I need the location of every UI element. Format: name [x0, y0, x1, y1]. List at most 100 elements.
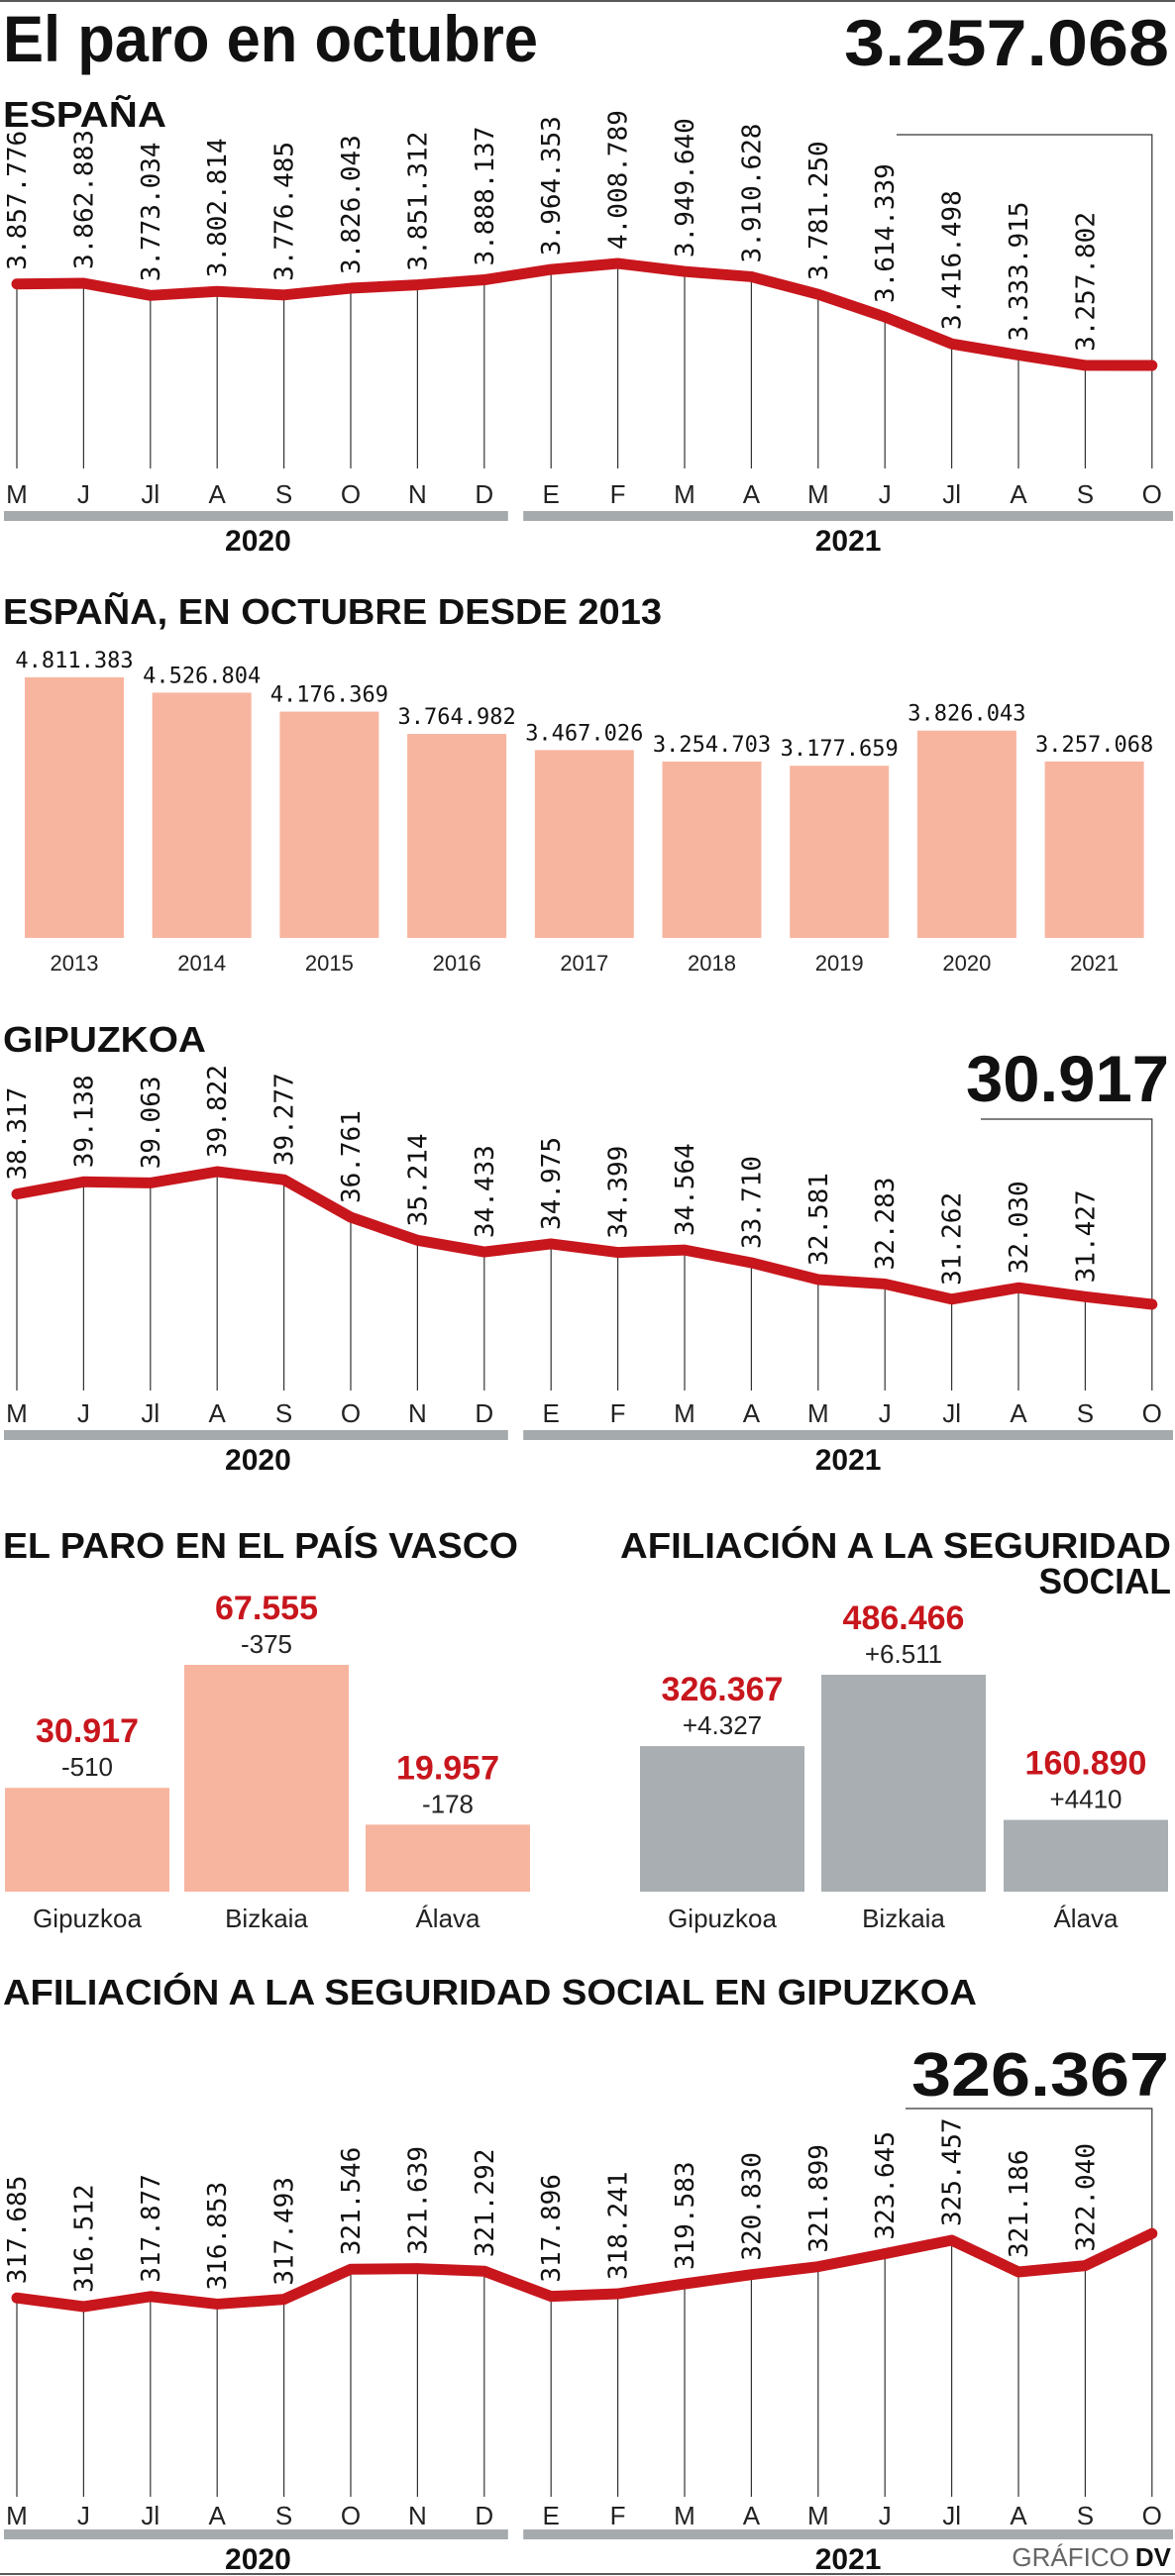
data-label: 319.583 — [671, 2161, 700, 2270]
month-label: J — [77, 479, 90, 509]
series-line — [11, 2227, 1158, 2313]
bar — [407, 734, 507, 938]
data-label: 321.292 — [471, 2149, 500, 2258]
region-change: -375 — [241, 1629, 292, 1659]
bar — [534, 750, 634, 938]
month-label: J — [879, 479, 892, 509]
month-label: S — [275, 1398, 292, 1428]
data-label: 3.964.353 — [537, 116, 567, 256]
chart-title: ESPAÑA, EN OCTUBRE DESDE 2013 — [3, 590, 662, 632]
chart-title: AFILIACIÓN A LA SEGURIDAD SOCIAL EN GIPU… — [3, 1971, 977, 2012]
data-label: 322.040 — [1071, 2143, 1101, 2252]
month-label: S — [1077, 2501, 1094, 2530]
bar-value-label: 4.811.383 — [15, 649, 133, 673]
highlight-connector — [981, 1118, 1153, 1304]
data-label: 321.899 — [804, 2144, 834, 2253]
year-label: 2020 — [225, 1444, 291, 1477]
month-label: O — [1142, 479, 1162, 509]
category-label: Álava — [415, 1904, 481, 1933]
month-label: A — [209, 479, 227, 509]
data-label: 3.949.640 — [671, 118, 700, 258]
data-label: 34.975 — [537, 1137, 567, 1230]
month-label: M — [807, 2501, 829, 2530]
data-label: 317.493 — [270, 2177, 300, 2286]
region-change: -510 — [61, 1752, 113, 1782]
highlight-connector — [897, 134, 1153, 365]
series-line — [11, 1166, 1158, 1310]
data-label: 3.614.339 — [871, 163, 901, 303]
month-label: O — [1142, 2501, 1162, 2530]
data-label: 31.427 — [1071, 1189, 1101, 1283]
bar-value-label: 3.764.982 — [397, 705, 515, 730]
region-value: 160.890 — [1025, 1745, 1147, 1783]
category-label: 2018 — [688, 951, 736, 976]
region-value: 30.917 — [36, 1712, 139, 1750]
bar-value-label: 3.177.659 — [781, 737, 899, 762]
data-label: 317.877 — [137, 2174, 166, 2283]
region-change: +4.327 — [683, 1710, 762, 1740]
data-label: 3.773.034 — [137, 142, 166, 281]
bar — [662, 761, 762, 938]
highlight-value: 3.257.068 — [844, 6, 1169, 79]
month-label: M — [807, 1398, 829, 1428]
category-label: 2014 — [177, 951, 226, 976]
data-label: 39.138 — [69, 1075, 99, 1168]
data-label: 39.063 — [137, 1076, 166, 1169]
month-label: M — [807, 479, 829, 509]
bar — [366, 1824, 530, 1892]
month-label: D — [475, 2501, 493, 2530]
data-label: 3.857.776 — [3, 131, 33, 270]
month-label: J — [77, 1398, 90, 1428]
month-label: O — [1142, 1398, 1162, 1428]
data-label: 320.830 — [737, 2152, 767, 2261]
category-label: 2019 — [815, 951, 864, 976]
data-label: 32.030 — [1005, 1181, 1034, 1274]
data-label: 3.851.312 — [403, 132, 433, 271]
bar — [640, 1746, 804, 1892]
month-label: A — [1010, 479, 1027, 509]
month-label: J — [879, 2501, 892, 2530]
month-label: E — [543, 2501, 560, 2530]
month-label: F — [610, 479, 626, 509]
series-line — [11, 258, 1158, 371]
year-bar — [4, 2529, 508, 2539]
data-label: 3.416.498 — [938, 190, 968, 330]
data-label: 39.822 — [203, 1065, 233, 1158]
data-label: 316.512 — [69, 2184, 99, 2293]
month-label: Jl — [942, 479, 961, 509]
month-label: M — [6, 479, 28, 509]
bar — [152, 692, 252, 938]
data-label: 34.564 — [671, 1143, 700, 1236]
month-label: O — [341, 1398, 361, 1428]
highlight-value: 30.917 — [966, 1042, 1169, 1115]
month-label: O — [341, 2501, 361, 2530]
month-label: O — [341, 479, 361, 509]
highlight-value: 326.367 — [911, 2041, 1169, 2110]
data-label: 3.257.802 — [1071, 212, 1101, 352]
category-label: Gipuzkoa — [668, 1904, 777, 1933]
month-label: Jl — [141, 1398, 160, 1428]
bar — [25, 676, 124, 938]
bar — [184, 1665, 349, 1892]
year-bar — [523, 2529, 1173, 2539]
year-label: 2020 — [225, 525, 291, 558]
category-label: 2016 — [433, 951, 481, 976]
month-label: M — [6, 1398, 28, 1428]
month-label: S — [275, 2501, 292, 2530]
data-label: 323.645 — [871, 2131, 901, 2240]
chart-title: ESPAÑA — [3, 93, 166, 135]
month-label: Jl — [942, 2501, 961, 2530]
bar-value-label: 4.526.804 — [143, 664, 261, 688]
category-label: 2020 — [942, 951, 991, 976]
chart-title: EL PARO EN EL PAÍS VASCO — [3, 1525, 518, 1566]
category-label: 2015 — [305, 951, 354, 976]
bar-value-label: 4.176.369 — [270, 683, 388, 708]
region-value: 326.367 — [662, 1671, 784, 1708]
data-label: 3.862.883 — [69, 130, 99, 269]
month-label: Jl — [942, 1398, 961, 1428]
region-change: +6.511 — [865, 1639, 942, 1669]
month-label: A — [1010, 2501, 1027, 2530]
year-bar — [523, 1430, 1173, 1440]
